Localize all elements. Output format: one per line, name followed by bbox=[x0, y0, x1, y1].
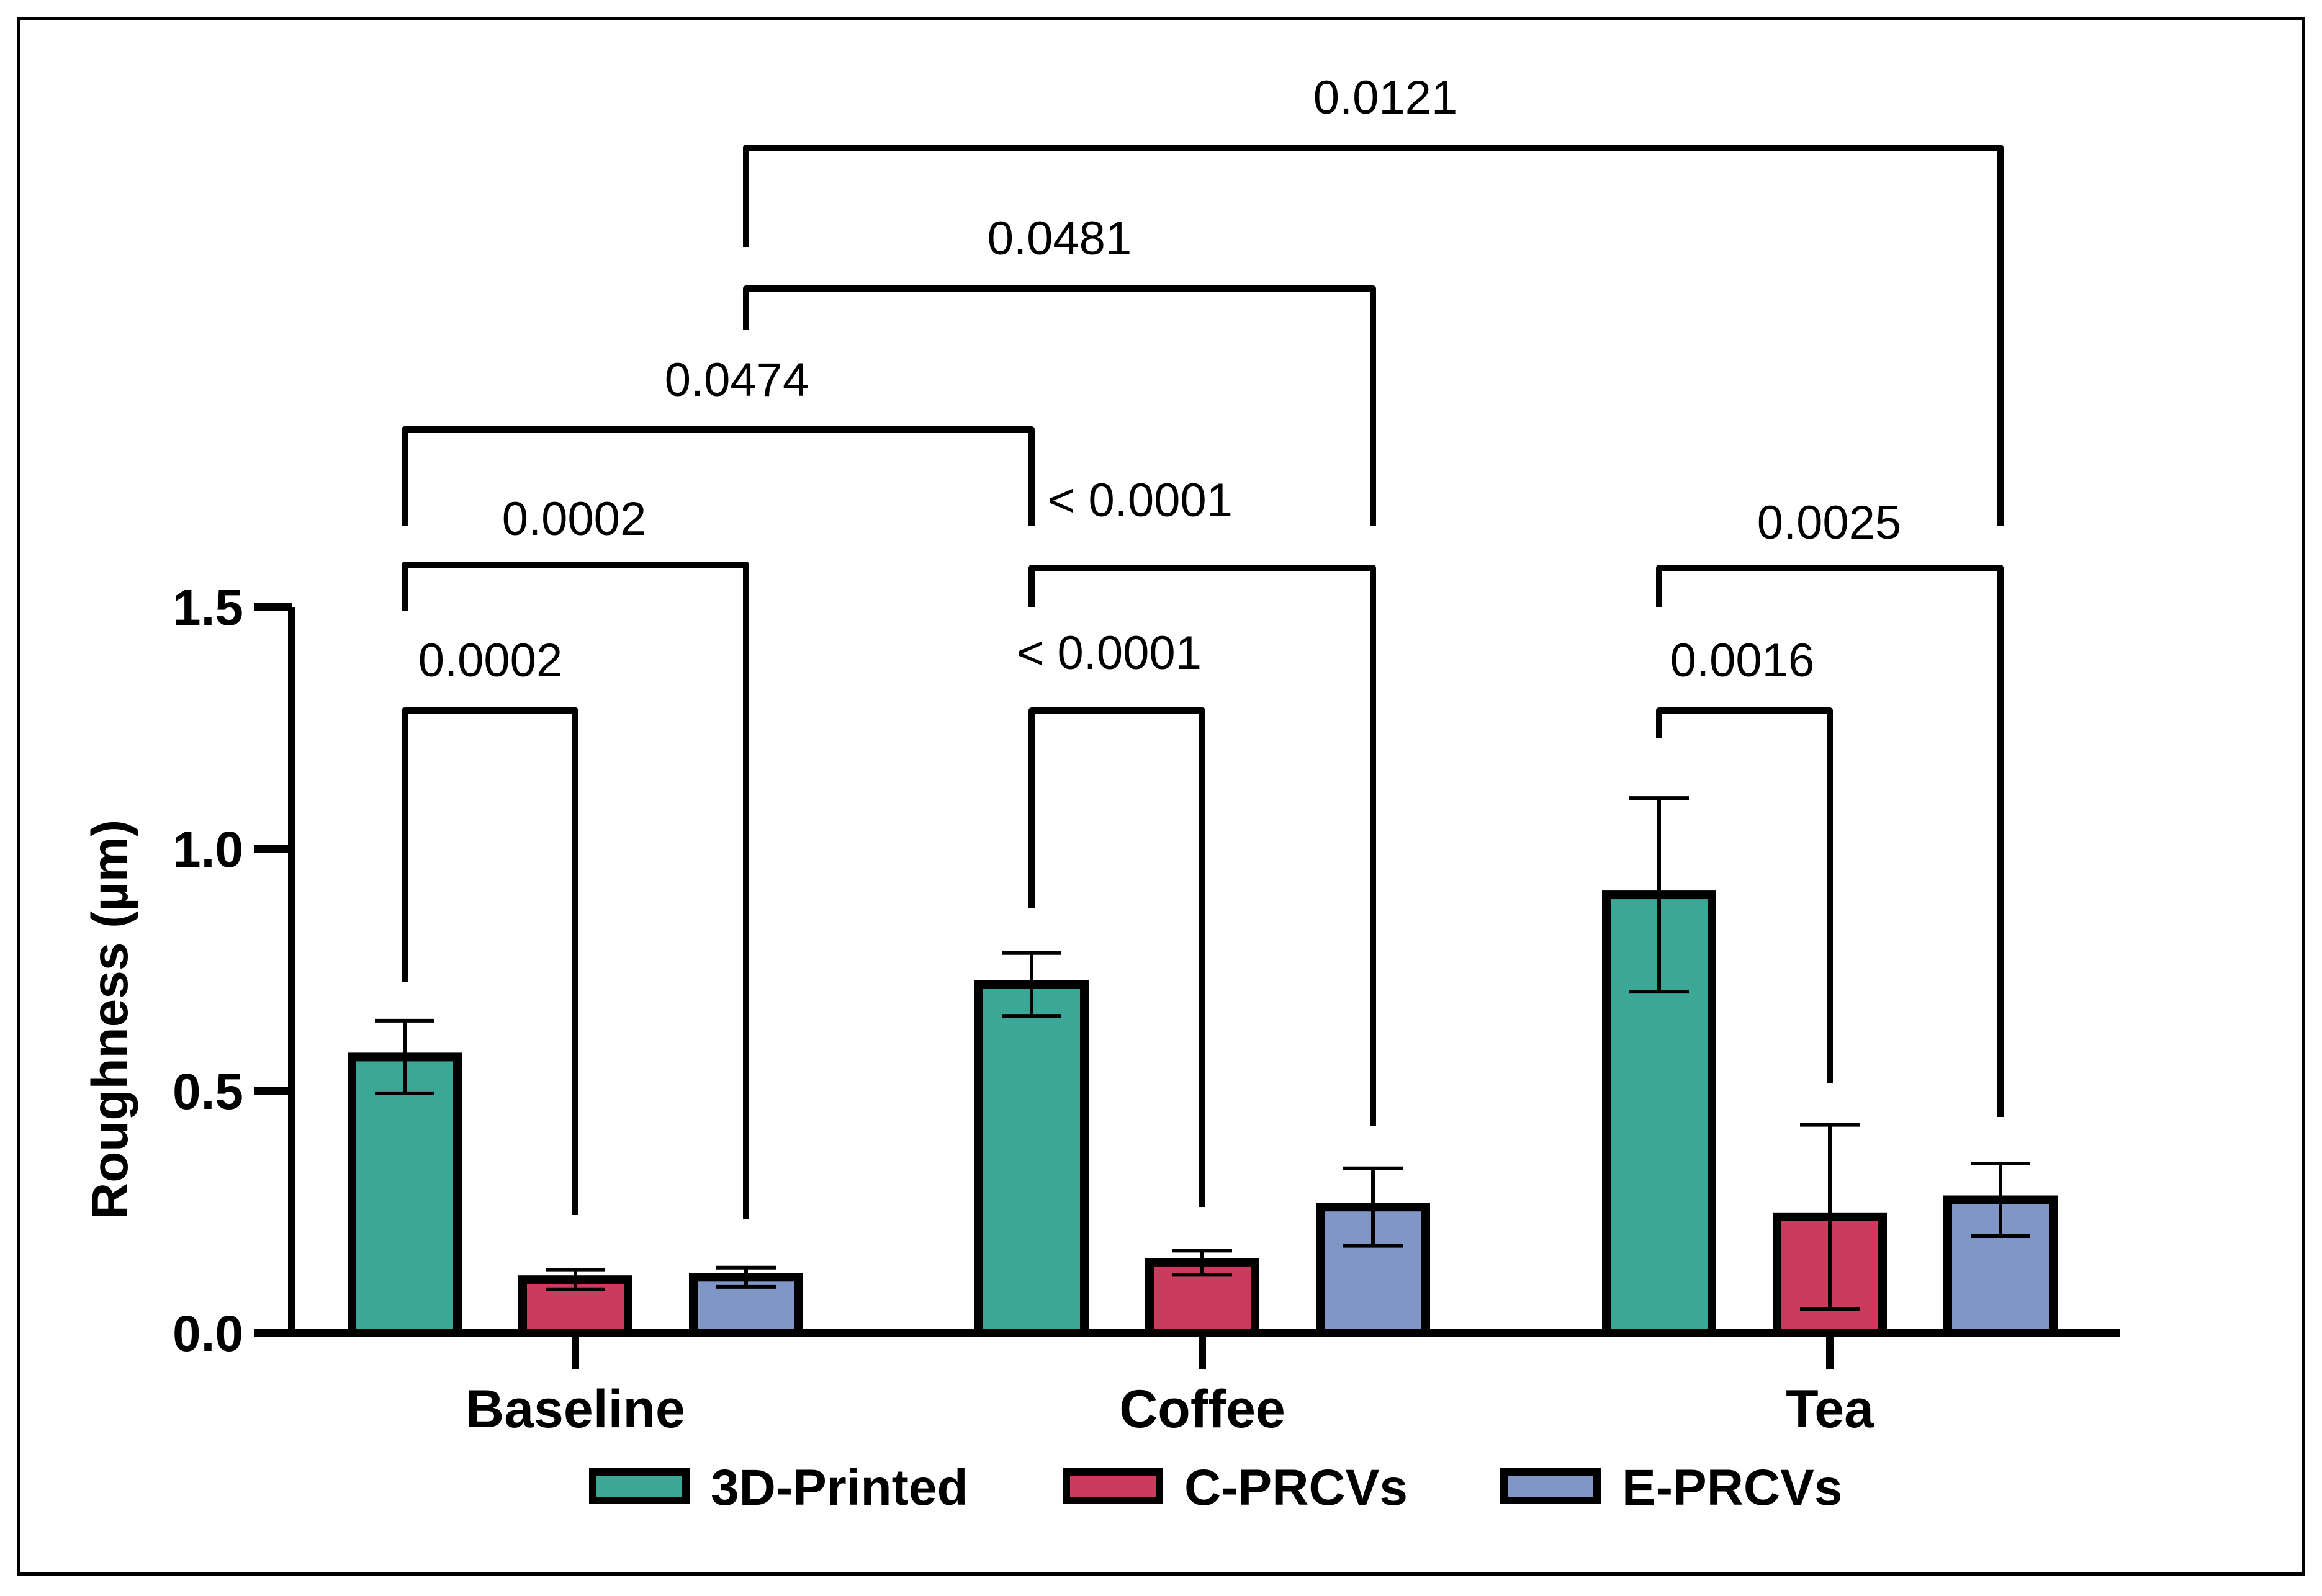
significance-label: 0.0025 bbox=[1757, 496, 1901, 549]
significance-label: 0.0121 bbox=[1313, 71, 1457, 124]
legend: 3D-Printed C-PRCVs E-PRCVs bbox=[589, 1459, 1842, 1516]
significance-bracket bbox=[1028, 707, 1205, 1207]
y-axis-title: Roughness (µm) bbox=[82, 820, 138, 1219]
x-category-label: Coffee bbox=[1119, 1379, 1285, 1439]
significance-label: 0.0002 bbox=[502, 493, 646, 545]
legend-label-3D-Printed: 3D-Printed bbox=[711, 1459, 968, 1516]
figure-frame bbox=[17, 17, 2305, 1576]
significance-bracket bbox=[743, 145, 2004, 526]
legend-swatch-3D-Printed bbox=[589, 1468, 690, 1504]
legend-swatch-E-PRCVs bbox=[1500, 1468, 1601, 1504]
bar-3D-Printed-Tea bbox=[1602, 890, 1716, 1337]
significance-label: < 0.0001 bbox=[1017, 627, 1202, 679]
significance-bracket bbox=[1656, 707, 1833, 1083]
legend-label-E-PRCVs: E-PRCVs bbox=[1622, 1459, 1842, 1516]
significance-label: 0.0016 bbox=[1670, 634, 1814, 687]
y-tick-label: 1.0 bbox=[173, 822, 243, 878]
y-tick-label: 0.5 bbox=[173, 1064, 243, 1120]
significance-bracket bbox=[743, 285, 1376, 526]
legend-label-C-PRCVs: C-PRCVs bbox=[1184, 1459, 1408, 1516]
y-tick-label: 0.0 bbox=[173, 1306, 243, 1362]
bar-3D-Printed-Coffee bbox=[974, 980, 1089, 1337]
significance-bracket bbox=[402, 707, 578, 1215]
significance-label: < 0.0001 bbox=[1048, 474, 1233, 527]
bars-group bbox=[348, 796, 2058, 1338]
significance-label: 0.0481 bbox=[988, 212, 1132, 265]
bar-3D-Printed-Baseline bbox=[348, 1052, 462, 1338]
significance-bracket bbox=[402, 562, 749, 1219]
x-category-label: Baseline bbox=[466, 1379, 685, 1439]
significance-label: 0.0474 bbox=[665, 354, 809, 406]
significance-label: 0.0002 bbox=[418, 634, 562, 687]
significance-bracket bbox=[1656, 565, 2004, 1117]
y-tick-label: 1.5 bbox=[173, 580, 243, 636]
significance-bracket bbox=[402, 426, 1035, 526]
legend-swatch-C-PRCVs bbox=[1063, 1468, 1163, 1504]
x-category-label: Tea bbox=[1786, 1379, 1874, 1439]
significance-bracket bbox=[1028, 565, 1376, 1126]
significance-group: 0.0002 0.0002 0.0474 0.0481 0.0121 < 0.0001 < … bbox=[402, 71, 2004, 1219]
